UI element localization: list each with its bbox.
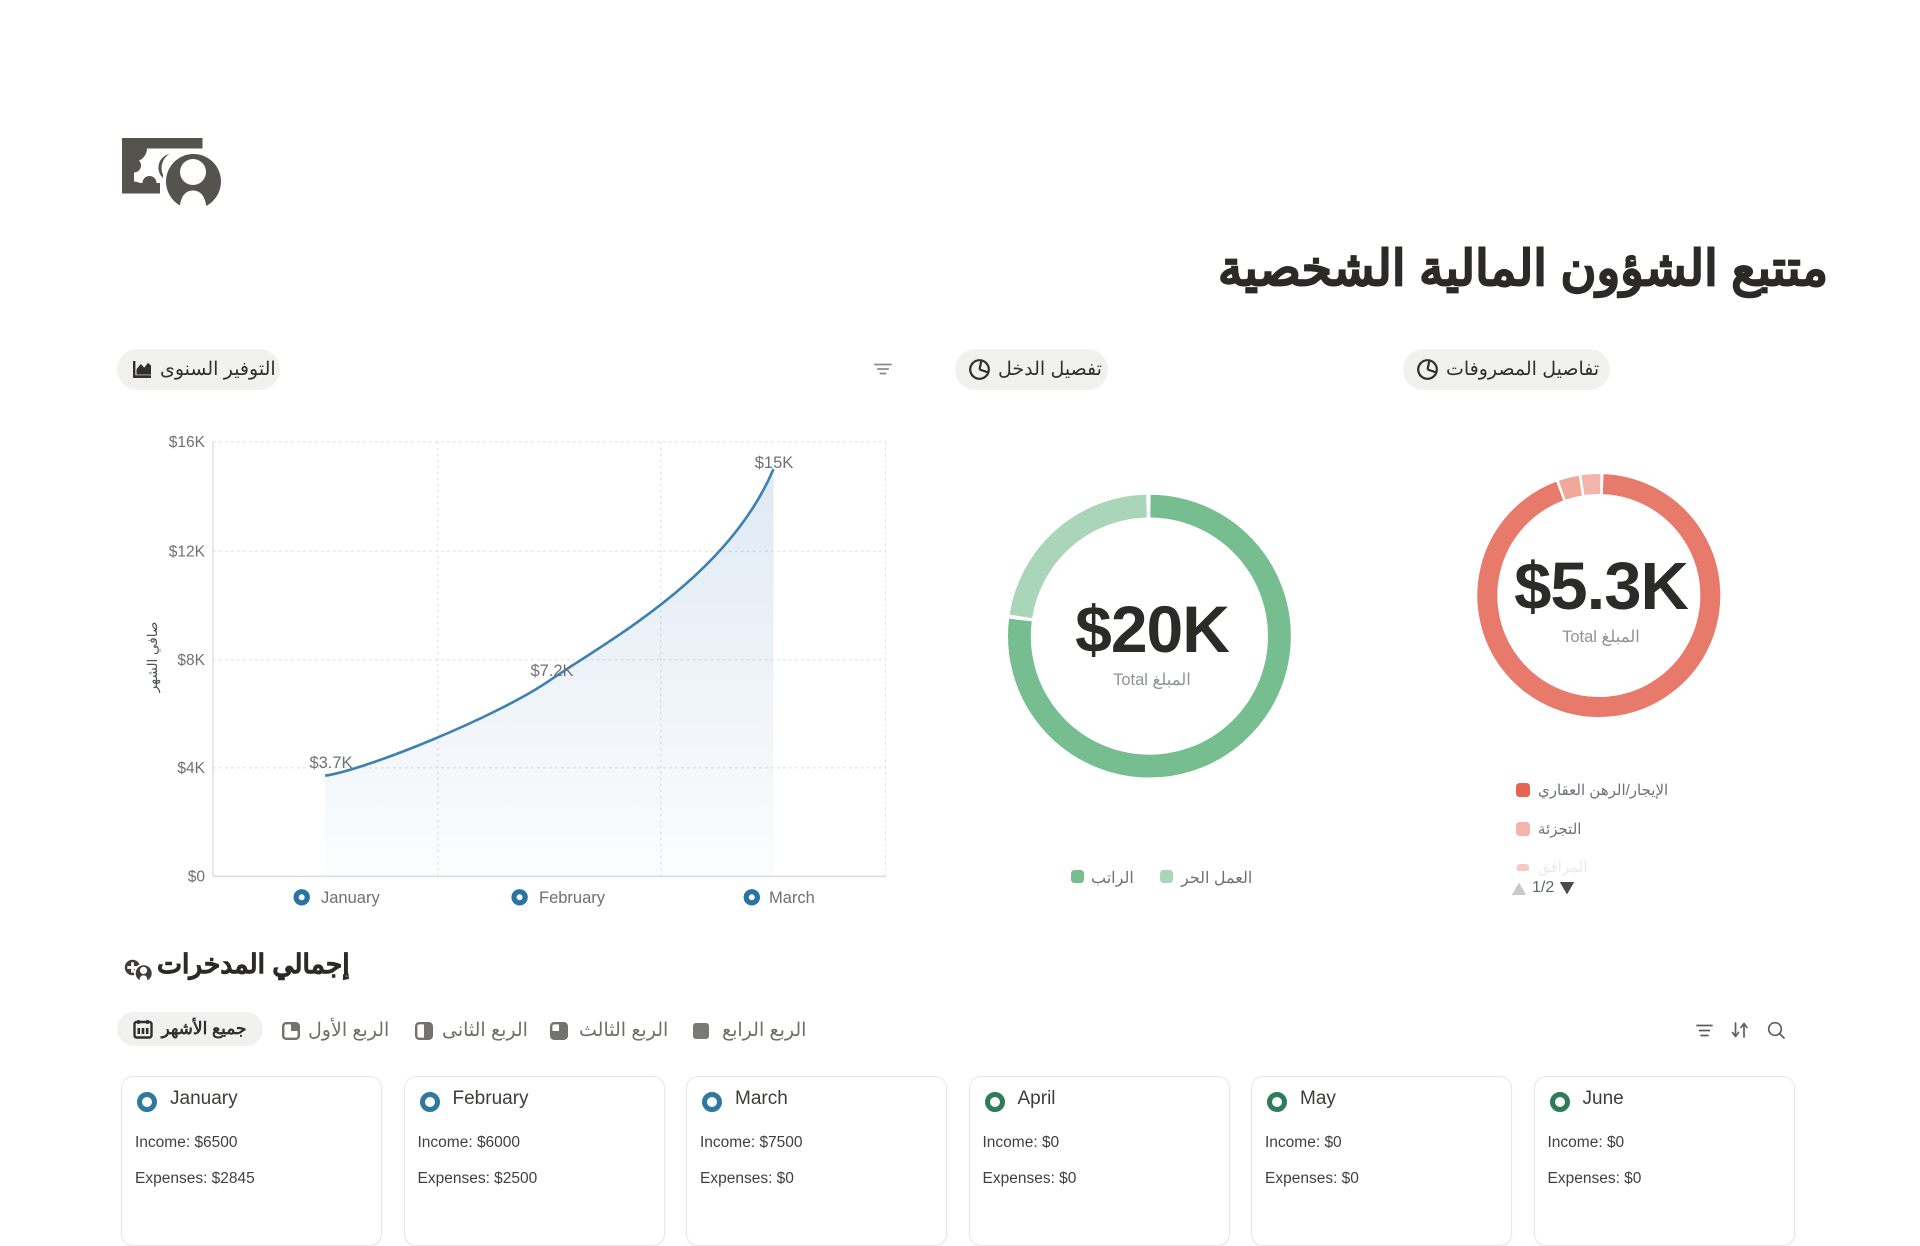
- svg-text:$8K: $8K: [177, 652, 205, 669]
- svg-text:$12K: $12K: [169, 544, 206, 561]
- svg-text:$0: $0: [188, 869, 206, 886]
- svg-text:February: February: [539, 889, 606, 907]
- svg-text:$15K: $15K: [755, 454, 794, 472]
- svg-text:$3.7K: $3.7K: [309, 754, 352, 772]
- svg-text:$16K: $16K: [169, 434, 206, 451]
- svg-text:$7.2K: $7.2K: [530, 662, 573, 680]
- svg-text:January: January: [321, 889, 380, 907]
- svg-text:March: March: [769, 889, 815, 907]
- svg-text:صافي الشهر: صافي الشهر: [145, 622, 161, 694]
- svg-text:$4K: $4K: [177, 760, 205, 777]
